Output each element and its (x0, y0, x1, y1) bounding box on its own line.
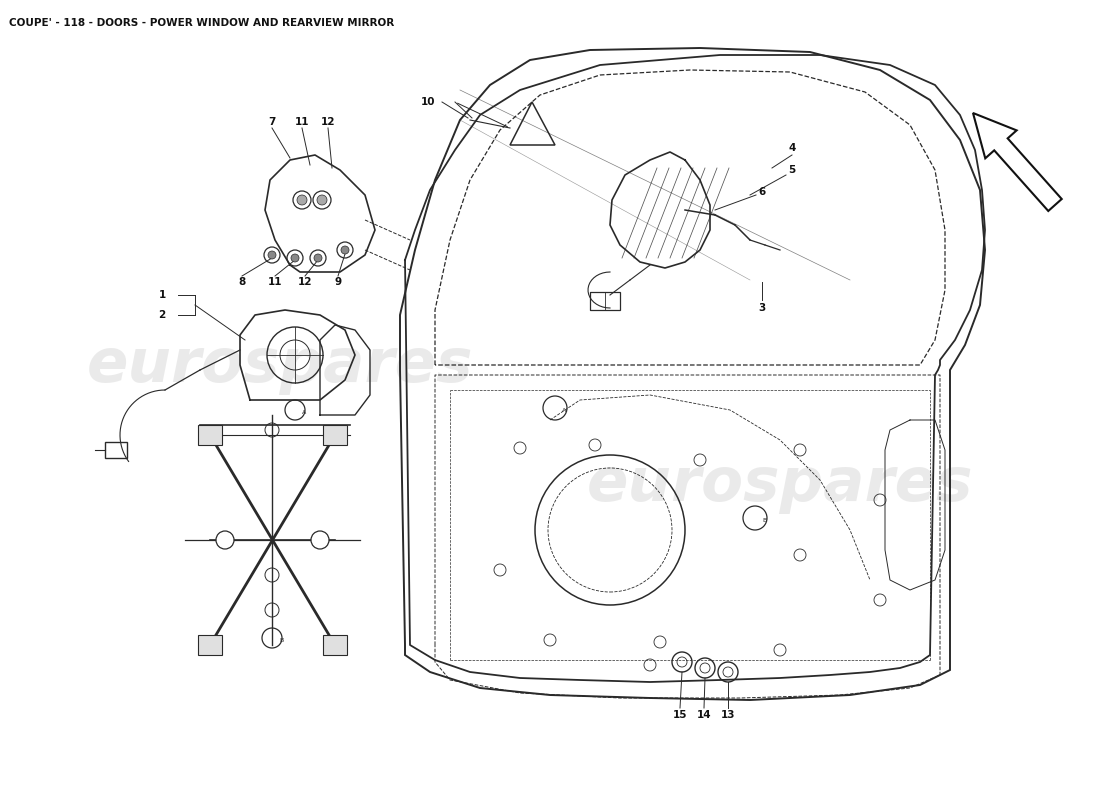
Text: 3: 3 (758, 303, 766, 313)
Text: 8: 8 (239, 277, 245, 287)
Text: 11: 11 (267, 277, 283, 287)
Text: 9: 9 (334, 277, 342, 287)
Circle shape (297, 195, 307, 205)
Text: 7: 7 (268, 117, 276, 127)
Bar (323, 635, 346, 655)
Text: 10: 10 (420, 97, 436, 107)
Text: A: A (302, 410, 306, 414)
Circle shape (216, 531, 234, 549)
Text: eurospares: eurospares (87, 335, 473, 394)
Text: B: B (279, 638, 284, 642)
FancyArrow shape (974, 113, 1062, 211)
Bar (104, 442, 126, 458)
Circle shape (314, 254, 322, 262)
Text: 5: 5 (789, 165, 795, 175)
Text: 4: 4 (789, 143, 795, 153)
Text: B: B (762, 518, 767, 522)
Text: 15: 15 (673, 710, 688, 720)
Bar (198, 425, 222, 445)
Text: 11: 11 (295, 117, 309, 127)
Text: 12: 12 (298, 277, 312, 287)
Bar (590, 292, 620, 310)
Bar (323, 425, 346, 445)
Circle shape (292, 254, 299, 262)
Text: 12: 12 (321, 117, 336, 127)
Text: A: A (562, 407, 566, 413)
Text: 6: 6 (758, 187, 766, 197)
Text: 1: 1 (158, 290, 166, 300)
Circle shape (317, 195, 327, 205)
Text: eurospares: eurospares (586, 455, 974, 514)
Bar (198, 635, 222, 655)
Bar (590, 292, 605, 310)
Text: COUPE' - 118 - DOORS - POWER WINDOW AND REARVIEW MIRROR: COUPE' - 118 - DOORS - POWER WINDOW AND … (9, 18, 394, 27)
Text: 14: 14 (696, 710, 712, 720)
Circle shape (341, 246, 349, 254)
Circle shape (268, 251, 276, 259)
Text: 2: 2 (158, 310, 166, 320)
Circle shape (311, 531, 329, 549)
Text: 13: 13 (720, 710, 735, 720)
